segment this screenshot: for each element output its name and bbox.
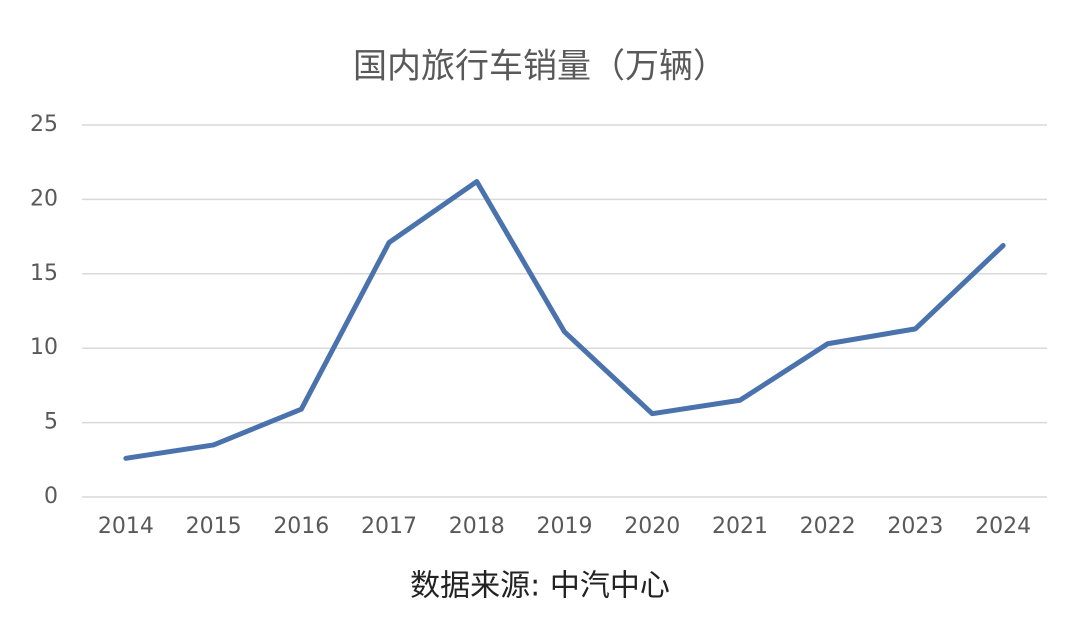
x-tick-label: 2017 (361, 514, 417, 539)
x-tick-label: 2014 (98, 514, 154, 539)
y-tick-label: 15 (30, 261, 58, 286)
x-tick-label: 2023 (887, 514, 943, 539)
y-tick-label: 10 (30, 335, 58, 360)
y-tick-label: 25 (30, 112, 58, 137)
y-tick-label: 20 (30, 186, 58, 211)
x-tick-label: 2016 (273, 514, 329, 539)
data-line (123, 179, 1006, 461)
y-tick-label: 0 (44, 484, 58, 509)
x-tick-label: 2022 (800, 514, 856, 539)
x-tick-label: 2018 (449, 514, 505, 539)
y-tick-label: 5 (44, 410, 58, 435)
source-note: 数据来源: 中汽中心 (410, 569, 670, 604)
x-tick-label: 2020 (624, 514, 680, 539)
x-tick-label: 2015 (186, 514, 242, 539)
x-tick-label: 2019 (537, 514, 593, 539)
chart-title: 国内旅行车销量（万辆） (353, 47, 727, 87)
x-tick-label: 2021 (712, 514, 768, 539)
x-tick-label: 2024 (975, 514, 1031, 539)
